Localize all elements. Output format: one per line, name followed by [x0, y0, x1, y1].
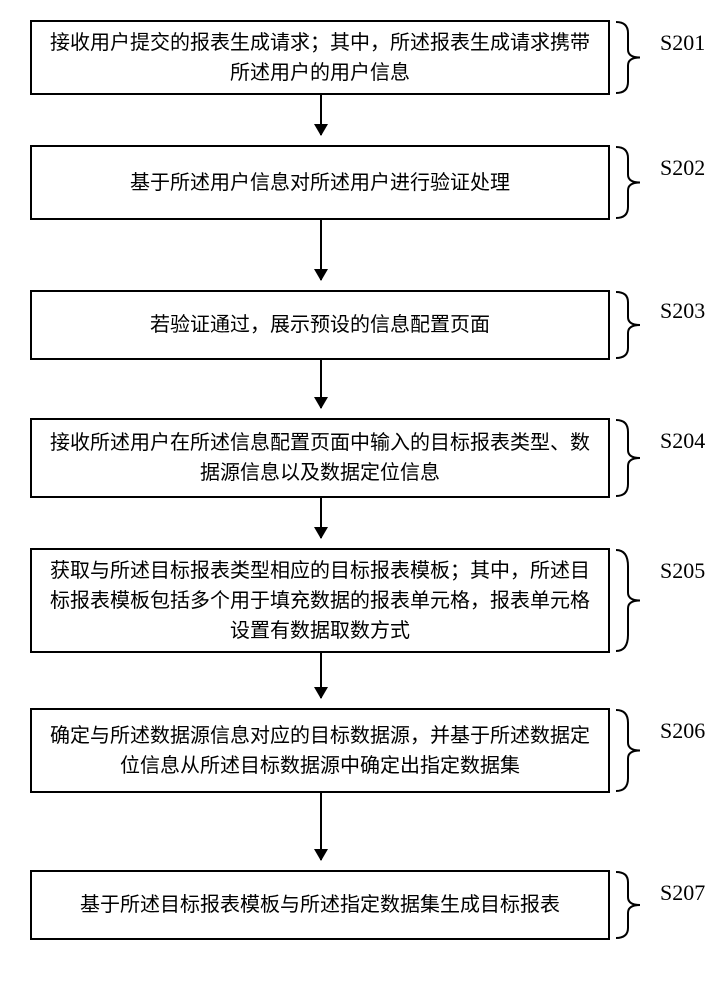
step-label-s202: S202 [660, 155, 705, 181]
brace-icon [614, 20, 654, 95]
flowchart-step-s207: 基于所述目标报表模板与所述指定数据集生成目标报表 [30, 870, 610, 940]
flowchart-canvas: 接收用户提交的报表生成请求；其中，所述报表生成请求携带所述用户的用户信息 S201… [0, 0, 726, 1000]
brace-icon [614, 418, 654, 498]
step-text: 获取与所述目标报表类型相应的目标报表模板；其中，所述目标报表模板包括多个用于填充… [46, 556, 594, 646]
flow-arrow [320, 95, 322, 135]
flowchart-step-s202: 基于所述用户信息对所述用户进行验证处理 [30, 145, 610, 220]
flow-arrow [320, 498, 322, 538]
flow-arrow [320, 220, 322, 280]
brace-icon [614, 145, 654, 220]
flow-arrow [320, 653, 322, 698]
flowchart-step-s205: 获取与所述目标报表类型相应的目标报表模板；其中，所述目标报表模板包括多个用于填充… [30, 548, 610, 653]
step-text: 若验证通过，展示预设的信息配置页面 [150, 310, 490, 340]
brace-icon [614, 708, 654, 793]
step-text: 接收用户提交的报表生成请求；其中，所述报表生成请求携带所述用户的用户信息 [46, 28, 594, 88]
step-label-s206: S206 [660, 718, 705, 744]
brace-icon [614, 548, 654, 653]
step-label-s201: S201 [660, 30, 705, 56]
step-text: 接收所述用户在所述信息配置页面中输入的目标报表类型、数据源信息以及数据定位信息 [46, 428, 594, 488]
step-text: 基于所述用户信息对所述用户进行验证处理 [130, 168, 510, 198]
flowchart-step-s201: 接收用户提交的报表生成请求；其中，所述报表生成请求携带所述用户的用户信息 [30, 20, 610, 95]
step-label-s207: S207 [660, 880, 705, 906]
step-text: 确定与所述数据源信息对应的目标数据源，并基于所述数据定位信息从所述目标数据源中确… [46, 721, 594, 781]
flow-arrow [320, 793, 322, 860]
step-label-s204: S204 [660, 428, 705, 454]
flowchart-step-s206: 确定与所述数据源信息对应的目标数据源，并基于所述数据定位信息从所述目标数据源中确… [30, 708, 610, 793]
brace-icon [614, 290, 654, 360]
step-label-s205: S205 [660, 558, 705, 584]
step-label-s203: S203 [660, 298, 705, 324]
flowchart-step-s203: 若验证通过，展示预设的信息配置页面 [30, 290, 610, 360]
step-text: 基于所述目标报表模板与所述指定数据集生成目标报表 [80, 890, 560, 920]
brace-icon [614, 870, 654, 940]
flow-arrow [320, 360, 322, 408]
flowchart-step-s204: 接收所述用户在所述信息配置页面中输入的目标报表类型、数据源信息以及数据定位信息 [30, 418, 610, 498]
